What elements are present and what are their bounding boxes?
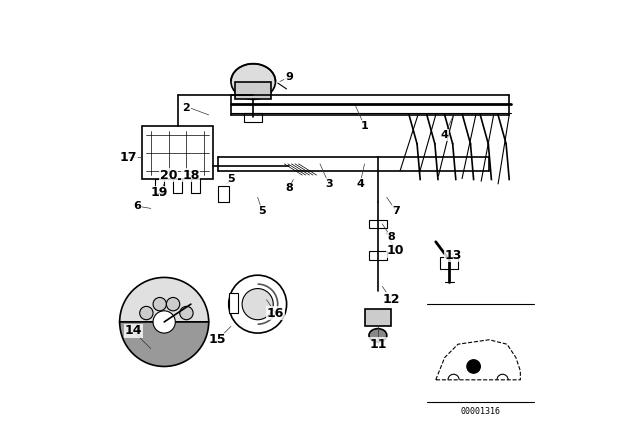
Wedge shape — [120, 322, 209, 366]
Text: 00001316: 00001316 — [460, 406, 500, 416]
Polygon shape — [436, 340, 520, 380]
Text: 6: 6 — [134, 201, 141, 211]
Circle shape — [467, 360, 480, 373]
Bar — [440, 258, 458, 268]
Text: 11: 11 — [369, 338, 387, 351]
Text: 15: 15 — [209, 333, 227, 346]
Bar — [173, 180, 182, 193]
Text: 16: 16 — [267, 306, 284, 319]
Text: 20: 20 — [160, 168, 177, 181]
Wedge shape — [120, 277, 209, 322]
Text: 4: 4 — [441, 130, 449, 140]
Text: 5: 5 — [259, 206, 266, 215]
Bar — [365, 309, 391, 327]
Text: 8: 8 — [285, 183, 292, 194]
Text: 14: 14 — [124, 324, 141, 337]
Text: 10: 10 — [387, 244, 404, 257]
Bar — [218, 186, 228, 202]
Circle shape — [166, 297, 180, 311]
Text: 8: 8 — [387, 233, 395, 242]
Text: 5: 5 — [227, 174, 235, 185]
Text: 9: 9 — [285, 72, 292, 82]
Circle shape — [153, 297, 166, 311]
Circle shape — [153, 311, 175, 333]
Polygon shape — [236, 82, 271, 99]
Bar — [156, 180, 164, 193]
Bar — [142, 126, 213, 180]
Bar — [228, 293, 237, 313]
Bar — [369, 251, 387, 260]
Circle shape — [242, 289, 273, 320]
Bar — [244, 113, 262, 121]
Text: 2: 2 — [182, 103, 190, 113]
Circle shape — [228, 275, 287, 333]
Circle shape — [180, 306, 193, 320]
Text: 17: 17 — [120, 151, 138, 164]
Text: 4: 4 — [356, 179, 364, 189]
Ellipse shape — [369, 329, 387, 342]
Bar — [369, 220, 387, 228]
Text: 12: 12 — [383, 293, 400, 306]
Ellipse shape — [231, 64, 275, 99]
Text: 18: 18 — [182, 168, 200, 181]
Text: 1: 1 — [361, 121, 369, 131]
Text: 7: 7 — [392, 206, 399, 215]
Text: 3: 3 — [325, 179, 333, 189]
Bar — [191, 180, 200, 193]
Circle shape — [140, 306, 153, 320]
Text: 13: 13 — [445, 249, 462, 262]
Text: 19: 19 — [151, 186, 168, 199]
